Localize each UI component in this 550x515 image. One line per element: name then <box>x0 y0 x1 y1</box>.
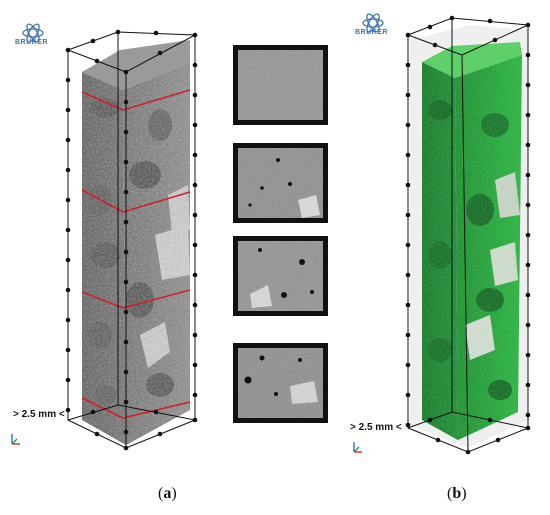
ct-slice-1 <box>233 45 328 125</box>
bruker-logo-icon-a <box>22 23 44 43</box>
aggregate-particles <box>82 62 190 445</box>
bounding-box-b-dots <box>405 15 531 455</box>
caption-a-letter: a <box>163 485 172 502</box>
segmented-aggregates <box>422 55 522 440</box>
panel-a-specimen <box>65 29 198 451</box>
axis-triad-icon-b <box>353 442 362 453</box>
axis-triad-icon-a <box>11 434 20 445</box>
caption-a: (a) <box>158 485 177 502</box>
bounding-box-a-dots <box>65 29 198 451</box>
bruker-logo-icon-b <box>362 13 384 33</box>
panel-b-specimen <box>405 15 531 455</box>
ct-slices <box>233 45 328 423</box>
slice-cut-lines <box>81 89 191 419</box>
scale-label-b: > 2.5 mm < <box>350 422 402 433</box>
bruker-logo-text-a: BRUKER <box>15 39 48 46</box>
ct-slice-3 <box>233 236 328 316</box>
bruker-logo-text-b: BRUKER <box>355 29 388 36</box>
ct-slice-2 <box>233 143 328 223</box>
ct-slice-4 <box>233 343 328 423</box>
scale-label-a: > 2.5 mm < <box>13 409 65 420</box>
caption-b: (b) <box>447 485 467 502</box>
segmented-top-face <box>422 42 522 78</box>
caption-b-letter: b <box>452 485 462 502</box>
